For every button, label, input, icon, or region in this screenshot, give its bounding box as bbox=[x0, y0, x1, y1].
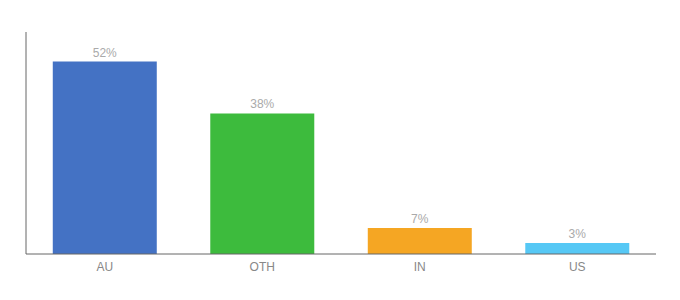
svg-text:IN: IN bbox=[414, 260, 426, 274]
svg-text:US: US bbox=[569, 260, 586, 274]
svg-text:3%: 3% bbox=[569, 227, 587, 241]
svg-text:52%: 52% bbox=[93, 46, 117, 60]
svg-text:AU: AU bbox=[96, 260, 113, 274]
svg-text:7%: 7% bbox=[411, 212, 429, 226]
svg-text:OTH: OTH bbox=[250, 260, 275, 274]
svg-text:38%: 38% bbox=[250, 97, 274, 111]
